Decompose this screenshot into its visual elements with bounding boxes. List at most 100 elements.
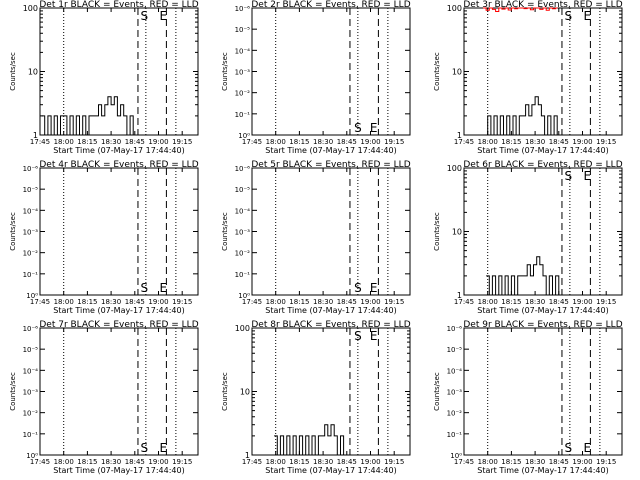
x-tick-label: 19:00 bbox=[148, 298, 168, 306]
y-axis-label: Counts/sec bbox=[9, 52, 17, 91]
y-tick-label: 10⁰ bbox=[238, 292, 250, 300]
y-tick-label: 10⁻⁴ bbox=[235, 47, 251, 55]
y-tick-label: 1 bbox=[33, 131, 38, 140]
y-tick-label: 10⁻³ bbox=[23, 389, 39, 397]
y-tick-label: 10⁻⁶ bbox=[235, 165, 251, 173]
events-series-line bbox=[41, 96, 136, 136]
y-tick-label: 10⁻¹ bbox=[447, 431, 463, 439]
x-tick-label: 18:30 bbox=[101, 298, 121, 306]
end-marker-label: E bbox=[584, 9, 592, 23]
start-marker-label: S bbox=[141, 441, 149, 455]
x-tick-label: 18:00 bbox=[266, 458, 286, 466]
x-tick-label: 17:45 bbox=[242, 298, 262, 306]
x-tick-label: 19:15 bbox=[596, 458, 616, 466]
y-tick-label: 10⁻⁵ bbox=[23, 186, 39, 194]
y-axis-label: Counts/sec bbox=[433, 212, 441, 251]
y-tick-label: 100 bbox=[447, 4, 462, 13]
end-marker-label: E bbox=[370, 281, 378, 295]
x-tick-label: 18:30 bbox=[101, 138, 121, 146]
y-tick-label: 10⁰ bbox=[450, 452, 462, 460]
panel-title: Det 1r BLACK = Events, RED = LLD bbox=[39, 0, 198, 10]
x-tick-label: 18:15 bbox=[77, 298, 97, 306]
x-axis-label: Start Time (07-May-17 17:44:40) bbox=[477, 146, 608, 155]
x-tick-label: 19:15 bbox=[596, 138, 616, 146]
x-tick-label: 17:45 bbox=[30, 138, 50, 146]
x-tick-label: 19:15 bbox=[172, 298, 192, 306]
y-tick-label: 10⁻⁵ bbox=[447, 346, 463, 354]
y-tick-label: 1 bbox=[245, 451, 250, 460]
y-axis-label: Counts/sec bbox=[433, 372, 441, 411]
x-tick-label: 19:00 bbox=[572, 458, 592, 466]
y-tick-label: 10⁰ bbox=[238, 132, 250, 140]
x-tick-label: 18:45 bbox=[125, 458, 145, 466]
panel-title: Det 4r BLACK = Events, RED = LLD bbox=[39, 160, 198, 170]
x-tick-label: 18:45 bbox=[337, 138, 357, 146]
y-tick-label: 10⁻² bbox=[23, 250, 39, 258]
y-axis-label: Counts/sec bbox=[221, 52, 229, 91]
x-tick-label: 18:00 bbox=[478, 298, 498, 306]
x-tick-label: 19:00 bbox=[148, 458, 168, 466]
panel-title: Det 3r BLACK = Events, RED = LLD bbox=[463, 0, 622, 10]
y-tick-label: 10 bbox=[240, 388, 250, 397]
x-tick-label: 19:15 bbox=[384, 458, 404, 466]
y-tick-label: 100 bbox=[23, 4, 38, 13]
y-axis-label: Counts/sec bbox=[433, 52, 441, 91]
end-marker-label: E bbox=[160, 441, 168, 455]
x-tick-label: 18:30 bbox=[101, 458, 121, 466]
panel-title: Det 2r BLACK = Events, RED = LLD bbox=[251, 0, 410, 10]
x-tick-label: 19:00 bbox=[360, 458, 380, 466]
y-tick-label: 10⁻⁶ bbox=[235, 5, 251, 13]
y-axis-label: Counts/sec bbox=[9, 212, 17, 251]
x-tick-label: 17:45 bbox=[242, 458, 262, 466]
x-tick-label: 17:45 bbox=[454, 298, 474, 306]
x-tick-label: 18:15 bbox=[501, 298, 521, 306]
x-tick-label: 17:45 bbox=[30, 458, 50, 466]
x-axis-label: Start Time (07-May-17 17:44:40) bbox=[265, 306, 396, 315]
x-tick-label: 19:15 bbox=[172, 138, 192, 146]
y-tick-label: 10⁻¹ bbox=[235, 111, 251, 119]
x-axis-label: Start Time (07-May-17 17:44:40) bbox=[53, 306, 184, 315]
x-axis-label: Start Time (07-May-17 17:44:40) bbox=[477, 466, 608, 475]
events-series-line bbox=[274, 424, 346, 456]
end-marker-label: E bbox=[370, 329, 378, 343]
x-tick-label: 18:15 bbox=[289, 138, 309, 146]
y-tick-label: 10 bbox=[452, 68, 462, 77]
end-marker-label: E bbox=[584, 441, 592, 455]
end-marker-label: E bbox=[370, 121, 378, 135]
x-tick-label: 18:30 bbox=[525, 458, 545, 466]
panel-title: Det 9r BLACK = Events, RED = LLD bbox=[463, 320, 622, 330]
x-tick-label: 18:45 bbox=[549, 458, 569, 466]
x-tick-label: 19:15 bbox=[172, 458, 192, 466]
x-tick-label: 18:45 bbox=[337, 458, 357, 466]
x-tick-label: 18:45 bbox=[549, 298, 569, 306]
events-series-line bbox=[486, 256, 561, 296]
x-tick-label: 18:30 bbox=[313, 458, 333, 466]
x-tick-label: 18:30 bbox=[525, 298, 545, 306]
x-tick-label: 18:00 bbox=[266, 298, 286, 306]
y-axis-label: Counts/sec bbox=[221, 212, 229, 251]
y-tick-label: 10⁰ bbox=[26, 292, 38, 300]
panel-title: Det 6r BLACK = Events, RED = LLD bbox=[463, 160, 622, 170]
x-tick-label: 18:15 bbox=[77, 138, 97, 146]
y-tick-label: 10⁻⁴ bbox=[235, 207, 251, 215]
x-tick-label: 18:45 bbox=[125, 138, 145, 146]
x-tick-label: 18:00 bbox=[266, 138, 286, 146]
y-tick-label: 10⁻² bbox=[235, 250, 251, 258]
x-tick-label: 19:15 bbox=[384, 298, 404, 306]
x-tick-label: 17:45 bbox=[30, 298, 50, 306]
y-tick-label: 100 bbox=[235, 324, 250, 333]
y-tick-label: 10⁻³ bbox=[235, 229, 251, 237]
x-tick-label: 19:15 bbox=[384, 138, 404, 146]
y-tick-label: 10⁻⁴ bbox=[23, 207, 39, 215]
panel-title: Det 8r BLACK = Events, RED = LLD bbox=[251, 320, 410, 330]
y-tick-label: 10⁻³ bbox=[235, 69, 251, 77]
y-tick-label: 10⁻² bbox=[447, 410, 463, 418]
x-tick-label: 18:00 bbox=[478, 138, 498, 146]
y-tick-label: 10⁻⁶ bbox=[447, 325, 463, 333]
x-tick-label: 18:15 bbox=[289, 458, 309, 466]
